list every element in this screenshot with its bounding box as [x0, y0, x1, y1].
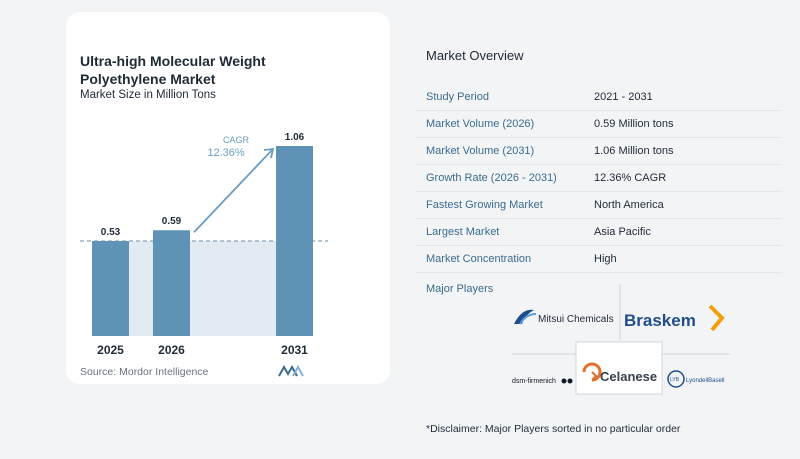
disclaimer: *Disclaimer: Major Players sorted in no …	[426, 423, 681, 435]
overview-title: Market Overview	[426, 48, 524, 63]
logo-text: dsm-firmenich	[512, 378, 556, 385]
x-tick-label: 2025	[97, 343, 124, 357]
mordor-logo-icon	[278, 365, 304, 377]
overview-row: Market Concentration High	[416, 246, 782, 273]
logo-text: LyondellBasell	[686, 378, 724, 384]
overview-row: Fastest Growing Market North America	[416, 192, 782, 219]
x-tick-label: 2026	[158, 343, 185, 357]
braskem-logo: Braskem	[624, 304, 725, 332]
overview-value: High	[594, 253, 617, 265]
cagr-arrowhead-icon	[263, 147, 275, 159]
logo-text: Braskem	[624, 311, 696, 330]
players-logo-grid: Mitsui Chemicals Braskem dsm-firmenich C…	[512, 284, 730, 395]
overview-label: Market Volume (2031)	[426, 145, 535, 157]
celanese-box	[575, 341, 663, 395]
overview-value: North America	[594, 199, 664, 211]
bar	[92, 241, 129, 336]
overview-table: Study Period 2021 - 2031 Market Volume (2…	[416, 84, 782, 273]
chart-title: Ultra-high Molecular Weight Polyethylene…	[80, 53, 266, 87]
mitsui-logo: Mitsui Chemicals	[514, 309, 614, 325]
overview-label: Fastest Growing Market	[426, 199, 543, 211]
overview-label: Market Volume (2026)	[426, 118, 535, 130]
bar	[276, 146, 313, 336]
overview-label: Market Concentration	[426, 253, 532, 265]
overview-label: Growth Rate (2026 - 2031)	[426, 172, 557, 184]
overview-value: 2021 - 2031	[594, 91, 653, 103]
bar-chart: 0.53 2025 0.59 2026 1.06 2031 CAGR 12.36%	[80, 132, 328, 357]
dsm-firmenich-logo: dsm-firmenich	[512, 378, 573, 385]
cagr-arrow	[193, 149, 273, 233]
overview-row: Study Period 2021 - 2031	[416, 84, 782, 111]
celanese-logo: Celanese	[582, 362, 657, 384]
overview-row: Largest Market Asia Pacific	[416, 219, 782, 246]
overview-row: Market Volume (2026) 0.59 Million tons	[416, 111, 782, 138]
overview-label: Study Period	[426, 91, 489, 103]
cagr-label: CAGR	[223, 135, 250, 145]
lyondellbasell-logo: LYB LyondellBasell	[667, 370, 724, 388]
bar	[153, 230, 190, 336]
overview-label: Largest Market	[426, 226, 500, 238]
players-title: Major Players	[426, 283, 494, 295]
overview-value: 1.06 Million tons	[594, 145, 674, 157]
cagr-value: 12.36%	[207, 147, 245, 159]
logo-text: Celanese	[600, 369, 657, 384]
overview-row: Growth Rate (2026 - 2031) 12.36% CAGR	[416, 165, 782, 192]
x-tick-label: 2031	[281, 343, 308, 357]
overview-value: Asia Pacific	[594, 226, 651, 238]
chart-subtitle: Market Size in Million Tons	[80, 89, 216, 101]
logo-text: Mitsui Chemicals	[538, 314, 614, 325]
chart-card: Ultra-high Molecular Weight Polyethylene…	[66, 12, 390, 384]
overview-value: 0.59 Million tons	[594, 118, 674, 130]
data-label: 1.06	[285, 132, 305, 143]
overview-row: Market Volume (2031) 1.06 Million tons	[416, 138, 782, 165]
data-label: 0.53	[101, 227, 121, 238]
svg-text:LYB: LYB	[670, 377, 680, 383]
source-text: Source: Mordor Intelligence	[80, 366, 209, 378]
data-label: 0.59	[162, 216, 182, 227]
overview-value: 12.36% CAGR	[594, 172, 667, 184]
